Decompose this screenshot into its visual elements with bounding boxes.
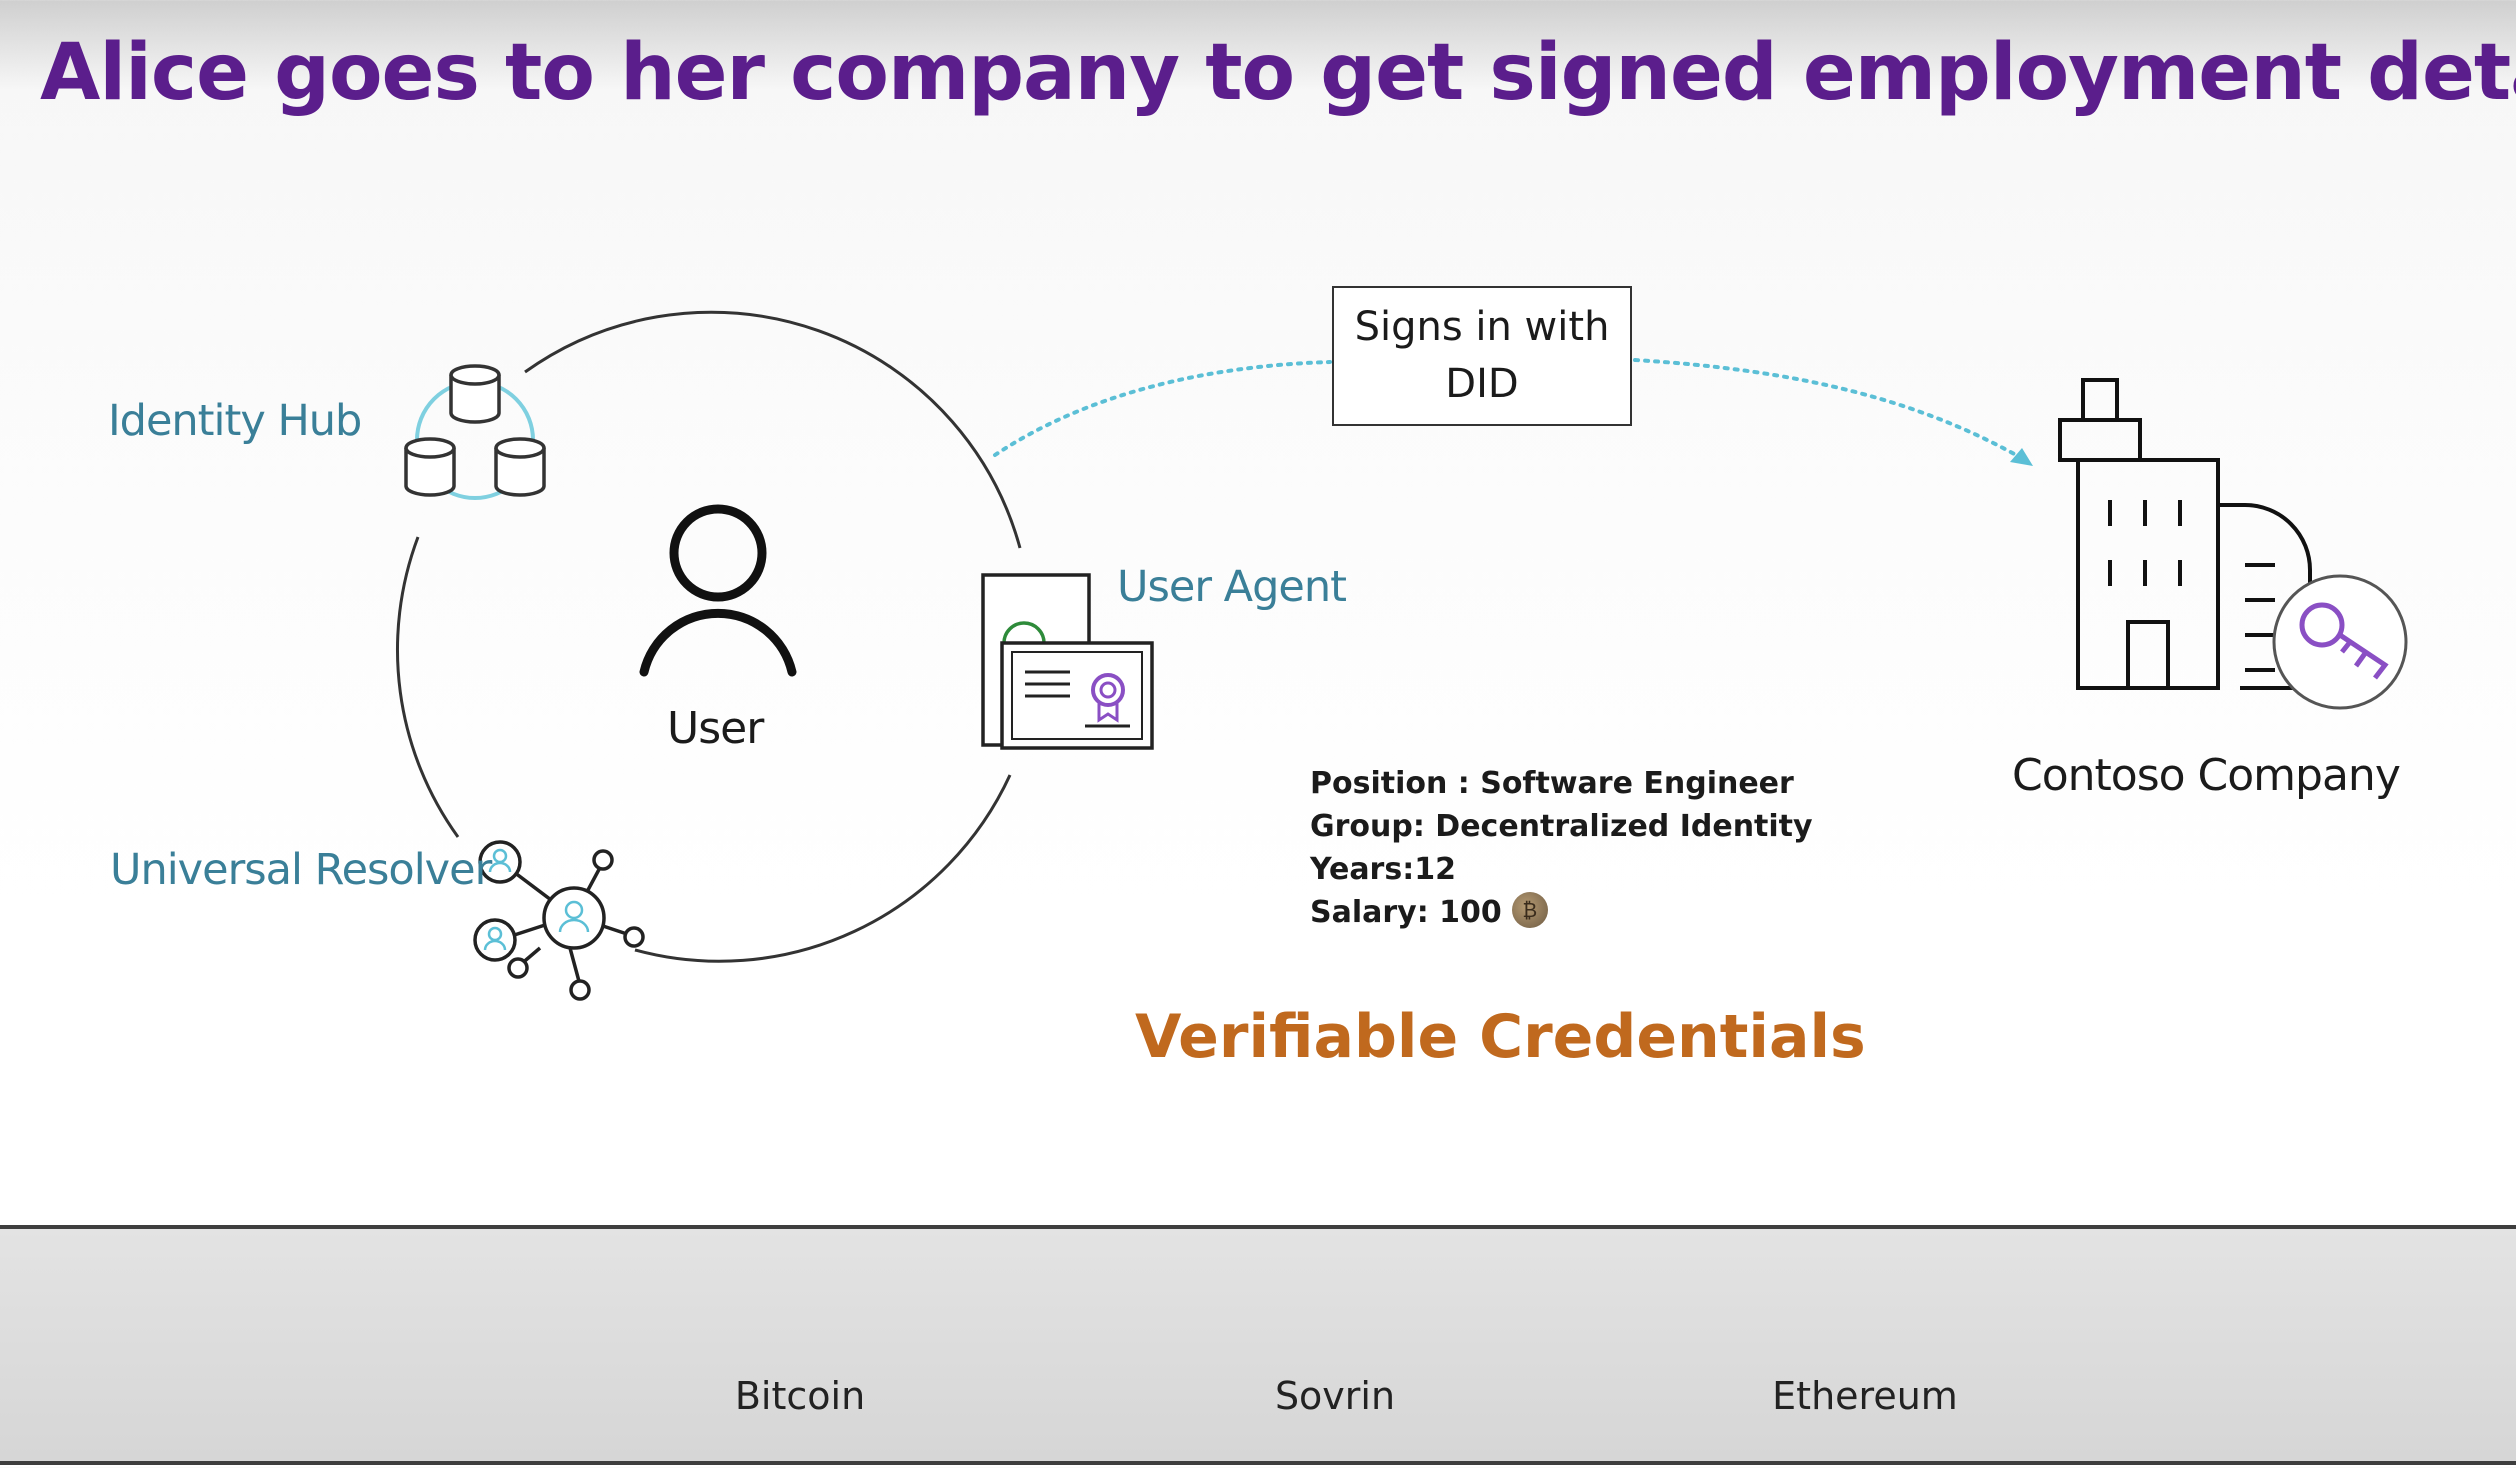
verifiable-credentials-label: Verifiable Credentials xyxy=(1135,1002,1866,1072)
signs-in-line-1: Signs in with xyxy=(1354,304,1610,350)
user-label: User xyxy=(667,703,764,754)
identity-hub-label: Identity Hub xyxy=(108,396,362,446)
signin-arrow xyxy=(993,358,2033,466)
chain-label-bitcoin: Bitcoin xyxy=(734,1374,866,1418)
user-ring xyxy=(395,310,1022,963)
signs-in-box: Signs in with DID xyxy=(1332,286,1632,426)
signs-in-line-2: DID xyxy=(1445,361,1519,407)
credential-salary: Salary: 100 xyxy=(1310,895,1502,930)
coin-icon: ₿ xyxy=(1511,891,1548,928)
universal-resolver-label: Universal Resolver xyxy=(110,845,492,895)
credential-details: Position : Software Engineer Group: Dece… xyxy=(1310,762,1813,934)
person-icon xyxy=(639,504,797,677)
certificate-document-icon xyxy=(981,573,1154,750)
chain-label-sovrin: Sovrin xyxy=(1274,1374,1396,1418)
credential-years: Years:12 xyxy=(1310,852,1456,887)
user-agent-label: User Agent xyxy=(1117,562,1347,612)
chain-label-ethereum: Ethereum xyxy=(1772,1374,1958,1418)
credential-salary-row: Salary: 100 ₿ xyxy=(1310,891,1813,934)
credential-position: Position : Software Engineer xyxy=(1310,766,1794,801)
key-icon xyxy=(2272,574,2408,710)
office-building-icon xyxy=(2058,378,2312,690)
slide-title: Alice goes to her company to get signed … xyxy=(40,28,2516,118)
network-nodes-icon xyxy=(473,840,645,1001)
database-cluster-icon xyxy=(404,364,546,500)
blockchain-band: Bitcoin Sovrin Ethereum xyxy=(0,1225,2516,1465)
credential-group: Group: Decentralized Identity xyxy=(1310,809,1813,844)
company-label: Contoso Company xyxy=(2012,750,2401,801)
